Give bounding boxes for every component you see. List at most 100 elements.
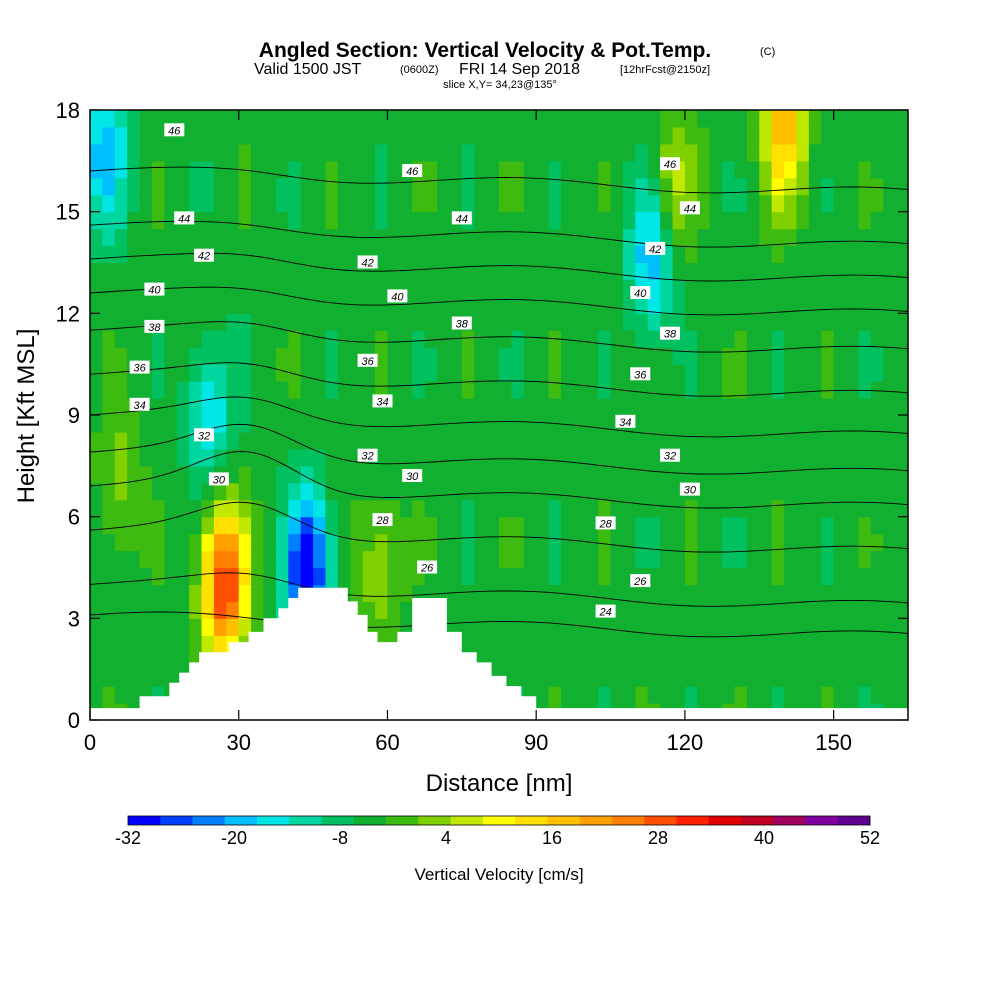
- velocity-cell: [858, 398, 872, 416]
- velocity-cell: [226, 550, 240, 569]
- velocity-cell: [300, 550, 314, 569]
- velocity-cell: [883, 652, 897, 670]
- velocity-cell: [350, 465, 364, 484]
- y-tick-label: 3: [68, 606, 80, 631]
- velocity-cell: [251, 482, 265, 501]
- velocity-cell: [622, 398, 636, 416]
- velocity-cell: [548, 228, 562, 247]
- velocity-cell: [226, 465, 240, 484]
- velocity-cell: [573, 228, 587, 247]
- velocity-cell: [424, 126, 438, 145]
- velocity-cell: [102, 296, 116, 314]
- velocity-cell: [325, 177, 339, 196]
- velocity-cell: [90, 279, 103, 297]
- velocity-cell: [424, 143, 438, 162]
- velocity-cell: [375, 364, 389, 382]
- velocity-cell: [660, 635, 674, 653]
- velocity-cell: [895, 686, 908, 704]
- velocity-cell: [362, 364, 376, 382]
- velocity-cell: [499, 279, 512, 297]
- velocity-cell: [722, 652, 736, 670]
- velocity-cell: [808, 652, 822, 670]
- velocity-cell: [201, 262, 215, 281]
- velocity-cell: [461, 296, 475, 314]
- velocity-cell: [833, 618, 847, 636]
- velocity-cell: [722, 601, 736, 619]
- velocity-cell: [796, 143, 810, 162]
- velocity-cell: [350, 313, 364, 331]
- colorbar: -32 -20 -8 4 16 28 40 52: [115, 815, 880, 848]
- velocity-cell: [560, 262, 574, 281]
- x-tick-label: 30: [226, 730, 250, 755]
- velocity-cell: [102, 669, 116, 687]
- velocity-cell: [870, 550, 884, 569]
- velocity-cell: [573, 160, 587, 179]
- velocity-cell: [635, 398, 649, 416]
- velocity-cell: [313, 313, 327, 331]
- velocity-cell: [127, 143, 141, 162]
- velocity-cell: [251, 177, 265, 196]
- velocity-cell: [461, 635, 475, 653]
- velocity-cell: [474, 211, 488, 230]
- velocity-cell: [201, 381, 215, 399]
- velocity-cell: [697, 245, 711, 264]
- velocity-cell: [647, 126, 661, 145]
- velocity-cell: [722, 465, 736, 484]
- velocity-cell: [709, 262, 723, 281]
- velocity-cell: [437, 143, 451, 162]
- velocity-cell: [821, 279, 835, 297]
- velocity-cell: [176, 245, 190, 264]
- velocity-cell: [437, 465, 451, 484]
- velocity-cell: [821, 499, 835, 518]
- velocity-cell: [746, 262, 760, 281]
- velocity-cell: [325, 126, 339, 145]
- velocity-cell: [734, 567, 748, 586]
- velocity-cell: [635, 584, 649, 602]
- velocity-cell: [585, 669, 599, 687]
- velocity-cell: [784, 465, 798, 484]
- velocity-cell: [449, 584, 463, 602]
- velocity-cell: [164, 211, 178, 230]
- velocity-cell: [461, 160, 475, 179]
- velocity-cell: [424, 398, 438, 416]
- velocity-cell: [164, 194, 178, 213]
- velocity-cell: [858, 279, 872, 297]
- velocity-cell: [325, 110, 339, 128]
- velocity-cell: [263, 126, 277, 145]
- velocity-cell: [722, 110, 736, 128]
- velocity-cell: [114, 584, 128, 602]
- velocity-cell: [672, 228, 686, 247]
- velocity-cell: [548, 110, 562, 128]
- velocity-cell: [511, 415, 525, 433]
- isentrope-label: 32: [194, 428, 214, 442]
- velocity-cell: [709, 194, 723, 213]
- velocity-cell: [164, 601, 178, 619]
- velocity-cell: [784, 347, 798, 365]
- velocity-cell: [684, 533, 698, 552]
- velocity-cell: [635, 618, 649, 636]
- velocity-cell: [461, 550, 475, 569]
- velocity-cell: [499, 567, 512, 586]
- velocity-cell: [251, 279, 265, 297]
- velocity-cell: [151, 177, 165, 196]
- velocity-cell: [883, 567, 897, 586]
- velocity-cell: [846, 160, 860, 179]
- velocity-cell: [548, 499, 562, 518]
- velocity-cell: [771, 194, 785, 213]
- velocity-cell: [697, 652, 711, 670]
- velocity-cell: [189, 550, 203, 569]
- velocity-cell: [176, 296, 190, 314]
- velocity-cell: [300, 211, 314, 230]
- velocity-cell: [251, 262, 265, 281]
- velocity-cell: [288, 482, 302, 501]
- velocity-cell: [784, 635, 798, 653]
- velocity-cell: [622, 245, 636, 264]
- velocity-cell: [437, 533, 451, 552]
- velocity-cell: [325, 533, 339, 552]
- velocity-cell: [610, 211, 624, 230]
- velocity-cell: [213, 601, 227, 619]
- velocity-cell: [734, 143, 748, 162]
- velocity-cell: [449, 143, 463, 162]
- velocity-cell: [734, 110, 748, 128]
- velocity-cell: [362, 516, 376, 535]
